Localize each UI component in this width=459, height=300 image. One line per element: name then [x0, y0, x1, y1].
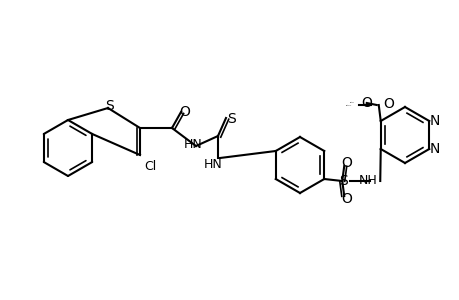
Text: O: O — [340, 192, 351, 206]
Text: S: S — [338, 174, 347, 188]
Text: N: N — [429, 142, 439, 156]
Text: Cl: Cl — [144, 160, 156, 173]
Text: NH: NH — [358, 175, 377, 188]
Text: methO: methO — [349, 101, 353, 103]
Text: S: S — [106, 99, 114, 113]
Text: N: N — [429, 114, 439, 128]
Text: HN: HN — [183, 137, 202, 151]
Text: S: S — [227, 112, 236, 126]
Text: O: O — [360, 96, 371, 110]
Text: methoxy: methoxy — [345, 104, 351, 106]
Text: O: O — [382, 97, 393, 111]
Text: O: O — [340, 156, 351, 170]
Text: HN: HN — [203, 158, 222, 172]
Text: O: O — [179, 105, 190, 119]
